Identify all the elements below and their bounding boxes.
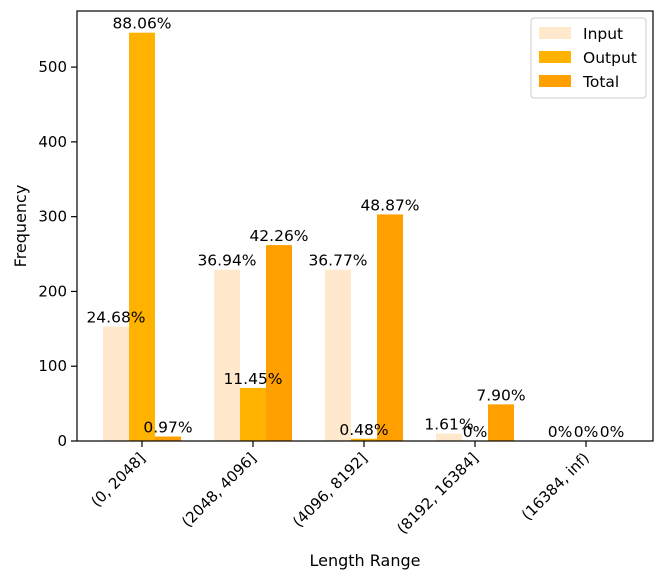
bar-label-output-2: 0.48% xyxy=(339,421,388,439)
y-tick-label: 0 xyxy=(57,432,67,450)
bars-layer xyxy=(103,32,514,442)
legend-swatch-total xyxy=(539,75,571,87)
y-tick-label: 300 xyxy=(38,208,67,226)
x-tick-label: (8192, 16384] xyxy=(393,449,481,537)
bar-label-total-2: 48.87% xyxy=(360,196,419,214)
y-tick-label: 100 xyxy=(38,357,67,375)
bar-label-total-0: 0.97% xyxy=(143,419,192,437)
bar-label-input-2: 36.77% xyxy=(308,252,367,270)
x-tick-label: (16384, inf) xyxy=(518,449,593,524)
bar-label-total-1: 42.26% xyxy=(249,227,308,245)
bar-total-2 xyxy=(377,214,403,441)
bar-label-input-0: 24.68% xyxy=(86,309,145,327)
x-tick-label: (0, 2048] xyxy=(87,449,148,510)
bar-input-1 xyxy=(214,269,240,441)
y-tick-label: 400 xyxy=(38,133,67,151)
plot-frame xyxy=(76,10,654,442)
bar-output-1 xyxy=(240,387,266,441)
bar-output-2 xyxy=(351,438,377,441)
bar-labels-layer: 24.68%36.94% 36.77%1.61% 0%88.06%11.45%0.4… xyxy=(86,15,624,441)
bar-output-0 xyxy=(129,32,155,442)
bar-label-input-4: 0% xyxy=(548,423,573,441)
bar-input-2 xyxy=(325,269,351,441)
bar-label-output-4: 0% xyxy=(574,423,599,441)
y-axis-label: Frequency xyxy=(11,185,30,268)
bar-label-total-3: 7.90% xyxy=(476,386,525,404)
bar-label-input-1: 36.94% xyxy=(197,252,256,270)
x-axis-label: Length Range xyxy=(310,551,421,570)
bar-label-output-3: 0% xyxy=(463,423,488,441)
legend-swatch-input xyxy=(539,27,571,39)
y-tick-label: 200 xyxy=(38,282,67,300)
legend-label-total: Total xyxy=(582,73,619,91)
bar-label-input-3: 1.61% xyxy=(424,416,473,434)
x-tick-label: (4096, 8192] xyxy=(289,449,371,531)
bar-total-1 xyxy=(266,245,292,441)
legend-label-output: Output xyxy=(583,49,637,67)
bar-total-3 xyxy=(488,404,514,441)
legend-swatch-output xyxy=(539,51,571,63)
y-tick-label: 500 xyxy=(38,58,67,76)
bar-label-total-4: 0% xyxy=(600,423,625,441)
legend-label-input: Input xyxy=(583,25,623,43)
bar-label-output-1: 11.45% xyxy=(223,370,282,388)
legend: Input Output Total xyxy=(530,17,647,99)
bar-input-0 xyxy=(103,326,129,441)
bar-input-3 xyxy=(436,433,462,441)
bar-label-output-0: 88.06% xyxy=(112,15,171,33)
y-axis-ticks: 0 100 200 300 400 500 xyxy=(38,58,77,450)
x-tick-label: (2048, 4096] xyxy=(178,449,260,531)
x-axis-ticks: (0, 2048] (2048, 4096] (4096, 8192] (8192, … xyxy=(87,441,593,538)
bar-total-0 xyxy=(155,436,181,441)
